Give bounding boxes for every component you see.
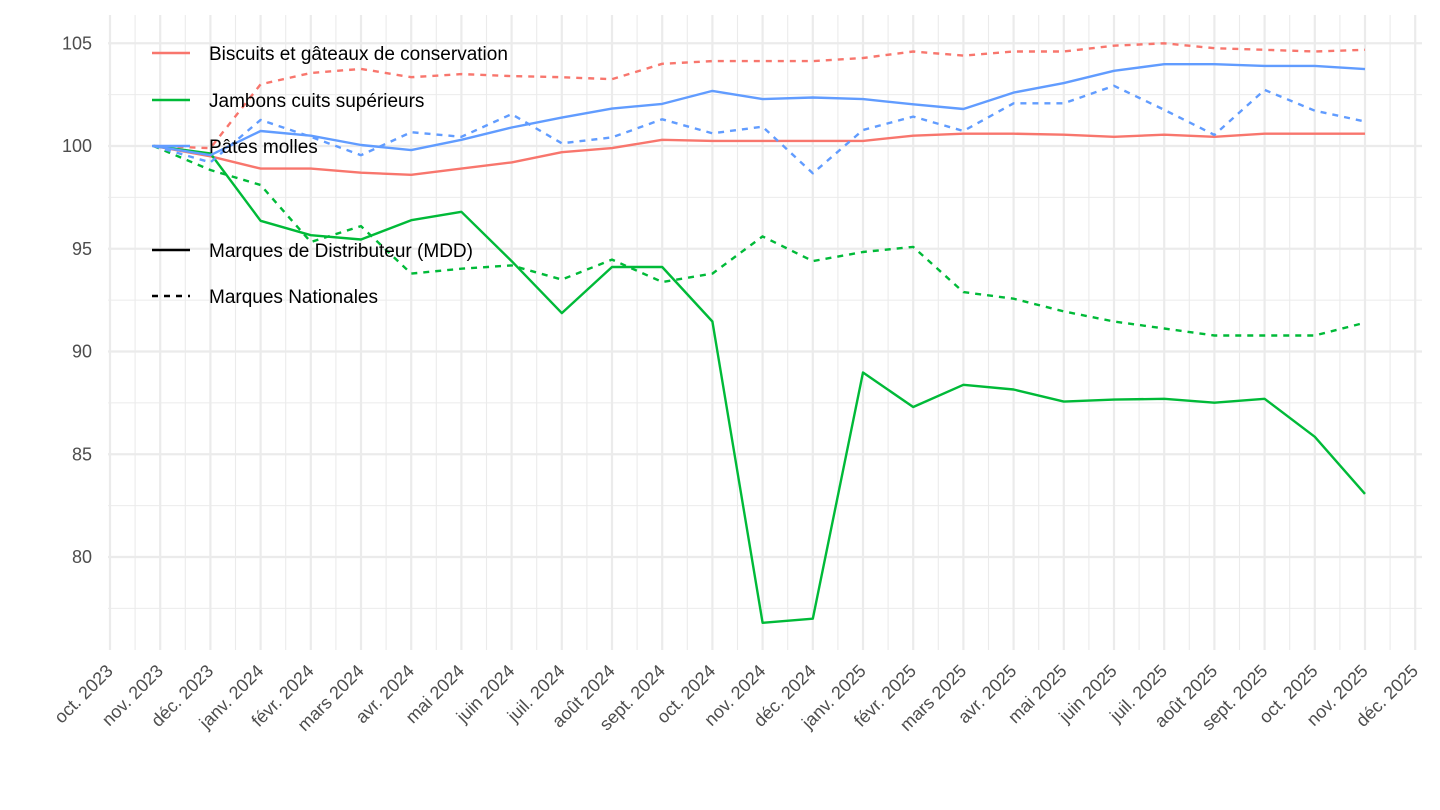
y-tick-label: 95 <box>72 239 92 259</box>
series-line: Pâtes molles - MDD <box>153 62 1366 157</box>
series-line: Biscuits et gâteaux de conservation - Ma… <box>153 42 1366 150</box>
legend-label: Marques de Distributeur (MDD) <box>209 241 473 262</box>
y-axis: 80 85 90 95 100 105 <box>62 33 92 567</box>
series-line: Jambons cuits supérieurs - Marques Natio… <box>153 144 1366 337</box>
series-lines: Biscuits et gâteaux de conservation - MD… <box>153 42 1366 624</box>
legend-label: Jambons cuits supérieurs <box>209 91 424 112</box>
legend-label: Marques Nationales <box>209 287 378 308</box>
y-tick-label: 85 <box>72 444 92 464</box>
y-tick-label: 80 <box>72 547 92 567</box>
series-line: Pâtes molles - Marques Nationales <box>153 84 1366 175</box>
grid <box>108 15 1422 650</box>
series-line: Jambons cuits supérieurs - MDD <box>153 144 1366 624</box>
y-tick-label: 105 <box>62 33 92 53</box>
y-tick-label: 100 <box>62 136 92 156</box>
series-line: Biscuits et gâteaux de conservation - MD… <box>153 132 1365 177</box>
legend-label: Pâtes molles <box>209 137 318 158</box>
legend: Biscuits et gâteaux de conservation Jambo… <box>152 44 508 308</box>
y-tick-label: 90 <box>72 342 92 362</box>
legend-label: Biscuits et gâteaux de conservation <box>209 44 508 65</box>
